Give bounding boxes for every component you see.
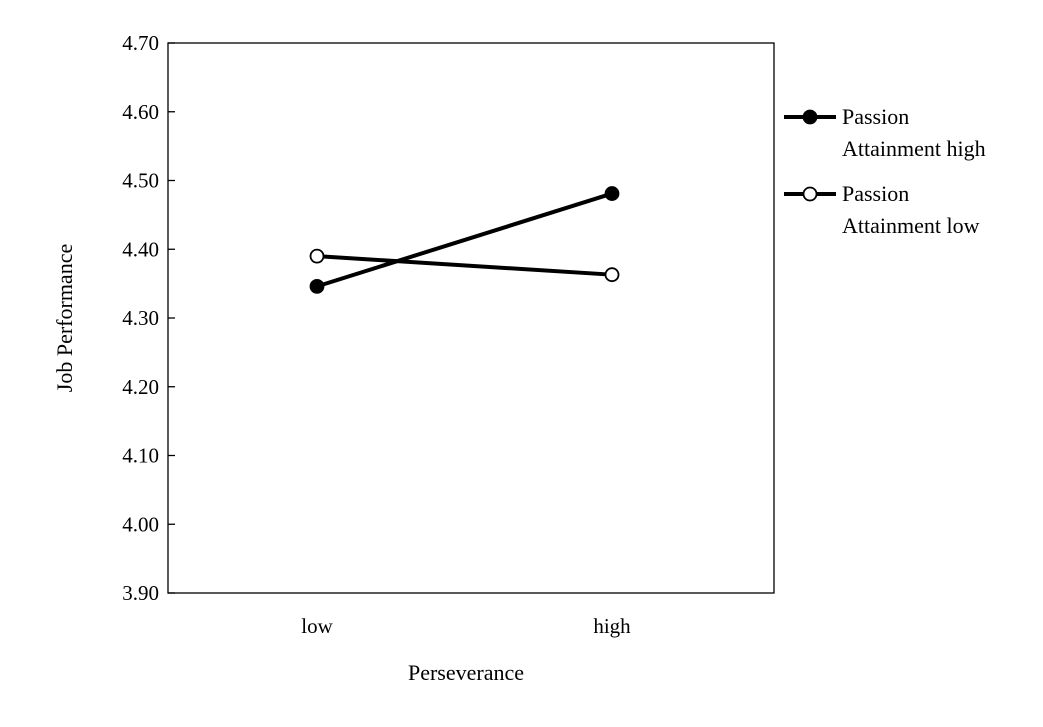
x-tick-label: low (301, 614, 333, 638)
series-1-point (604, 186, 620, 201)
legend-label: Passion (842, 181, 909, 206)
y-tick-label: 4.30 (122, 306, 159, 330)
legend-label: Attainment high (842, 136, 986, 161)
legend-label: Passion (842, 104, 909, 129)
series-line-2 (316, 254, 613, 277)
y-tick-label: 4.00 (122, 512, 159, 536)
y-tick-label: 4.60 (122, 100, 159, 124)
series-layer (309, 186, 620, 294)
series-line-1 (316, 191, 613, 289)
series-2-point (309, 248, 325, 264)
y-axis-title: Job Performance (52, 244, 77, 392)
legend-marker-2 (802, 186, 818, 202)
y-tick-label: 4.40 (122, 237, 159, 261)
y-axis: 3.90 4.00 4.10 4.20 4.30 4.40 4.50 4.60 4.70 (122, 31, 175, 605)
legend-marker-1 (802, 109, 818, 125)
y-tick-label: 3.90 (122, 581, 159, 605)
series-1-point (309, 278, 325, 294)
x-axis: low high (301, 614, 631, 638)
y-tick-label: 4.70 (122, 31, 159, 55)
y-tick-label: 4.20 (122, 375, 159, 399)
plot-area-frame (167, 42, 775, 594)
y-tick-label: 4.10 (122, 444, 159, 468)
x-axis-title: Perseverance (408, 660, 524, 685)
y-tick-label: 4.50 (122, 169, 159, 193)
legend: Passion Attainment high Passion Attainment … (784, 104, 986, 238)
x-tick-label: high (593, 614, 631, 638)
series-2-point (604, 267, 620, 283)
legend-label: Attainment low (842, 213, 980, 238)
